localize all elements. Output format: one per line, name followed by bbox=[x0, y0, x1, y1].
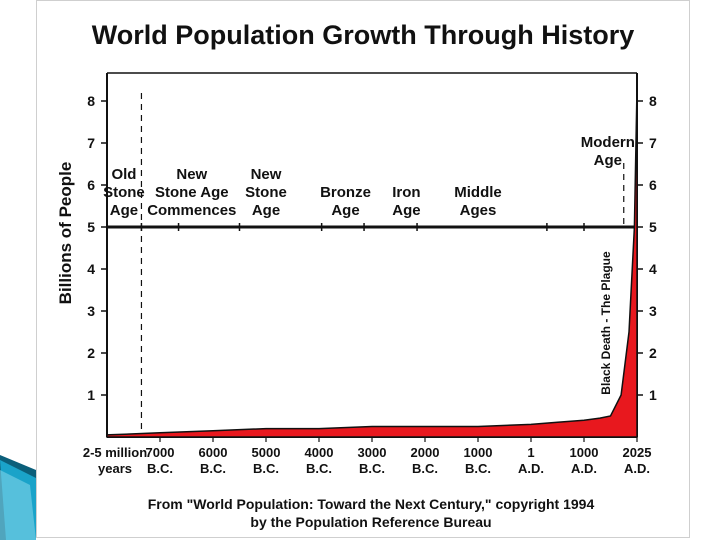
source-line-1: From "World Population: Toward the Next … bbox=[148, 496, 595, 512]
x-tick-label-top: 6000 bbox=[199, 445, 228, 460]
x-tick-label-top: 7000 bbox=[146, 445, 175, 460]
y-axis-label: Billions of People bbox=[56, 162, 75, 305]
x-tick-label-bottom: B.C. bbox=[253, 461, 279, 476]
population-area bbox=[106, 88, 638, 438]
figure-frame: World Population Growth Through History … bbox=[36, 0, 690, 538]
era-label-line: New bbox=[251, 166, 282, 183]
x-tick-label-bottom: B.C. bbox=[359, 461, 385, 476]
era-label-line: Stone bbox=[245, 184, 287, 201]
y-tick-label-left: 6 bbox=[87, 177, 95, 193]
y-tick-label-left: 8 bbox=[87, 93, 95, 109]
era-label-line: Age bbox=[392, 202, 420, 219]
x-tick-label-bottom: B.C. bbox=[200, 461, 226, 476]
era-label-line: Stone Age bbox=[155, 184, 229, 201]
y-tick-label-left: 4 bbox=[87, 261, 95, 277]
x-tick-label-top: 2025 bbox=[623, 445, 652, 460]
x-tick-label-bottom: B.C. bbox=[147, 461, 173, 476]
y-tick-label-left: 5 bbox=[87, 219, 95, 235]
y-tick-label-right: 6 bbox=[649, 177, 657, 193]
era-label-line: New bbox=[176, 166, 207, 183]
y-tick-label-right: 8 bbox=[649, 93, 657, 109]
x-tick-label-bottom: A.D. bbox=[571, 461, 597, 476]
era-label-line: Bronze bbox=[320, 184, 371, 201]
y-tick-label-left: 7 bbox=[87, 135, 95, 151]
x-tick-label-bottom: years bbox=[98, 461, 132, 476]
era-label-line: Age bbox=[594, 152, 622, 169]
y-tick-label-right: 7 bbox=[649, 135, 657, 151]
y-tick-label-right: 1 bbox=[649, 387, 657, 403]
x-tick-label-top: 1 bbox=[527, 445, 534, 460]
x-tick-label-bottom: B.C. bbox=[306, 461, 332, 476]
era-label-line: Age bbox=[110, 202, 138, 219]
x-ticks: 2-5 millionyears7000B.C.6000B.C.5000B.C.… bbox=[83, 437, 652, 476]
x-tick-label-top: 5000 bbox=[252, 445, 281, 460]
era-label-line: Stone bbox=[103, 184, 145, 201]
y-ticks: 1 1 2 2 3 3 4 4 5 5 6 6 7 7 8 8 bbox=[87, 93, 657, 403]
era-label-line: Commences bbox=[147, 202, 236, 219]
population-series-area bbox=[106, 88, 638, 438]
y-tick-label-right: 5 bbox=[649, 219, 657, 235]
y-tick-label-left: 1 bbox=[87, 387, 95, 403]
x-tick-label-top: 4000 bbox=[305, 445, 334, 460]
y-tick-label-right: 4 bbox=[649, 261, 657, 277]
era-label-line: Old bbox=[111, 166, 136, 183]
x-tick-label-top: 1000 bbox=[570, 445, 599, 460]
era-label-line: Middle bbox=[454, 184, 502, 201]
chart-title: World Population Growth Through History bbox=[92, 20, 634, 50]
era-label-line: Iron bbox=[392, 184, 420, 201]
source-line-2: by the Population Reference Bureau bbox=[250, 514, 491, 530]
era-label-line: Ages bbox=[460, 202, 497, 219]
y-tick-label-left: 3 bbox=[87, 303, 95, 319]
population-chart: World Population Growth Through History … bbox=[56, 20, 657, 530]
decor-light-shape bbox=[0, 470, 36, 540]
x-tick-label-bottom: B.C. bbox=[465, 461, 491, 476]
y-tick-label-right: 2 bbox=[649, 345, 657, 361]
axes bbox=[106, 72, 638, 438]
x-tick-label-top: 3000 bbox=[358, 445, 387, 460]
x-tick-label-bottom: A.D. bbox=[624, 461, 650, 476]
era-label-line: Modern bbox=[581, 134, 635, 151]
black-death-annotation: Black Death - The Plague bbox=[599, 251, 613, 395]
x-tick-label-top: 2000 bbox=[411, 445, 440, 460]
x-tick-label-top: 1000 bbox=[464, 445, 493, 460]
slide-corner-decoration bbox=[0, 455, 36, 540]
era-label-line: Age bbox=[252, 202, 280, 219]
y-tick-label-right: 3 bbox=[649, 303, 657, 319]
x-tick-label-bottom: B.C. bbox=[412, 461, 438, 476]
era-label-line: Age bbox=[331, 202, 359, 219]
x-tick-label-top: 2-5 million bbox=[83, 445, 147, 460]
y-tick-label-left: 2 bbox=[87, 345, 95, 361]
x-tick-label-bottom: A.D. bbox=[518, 461, 544, 476]
